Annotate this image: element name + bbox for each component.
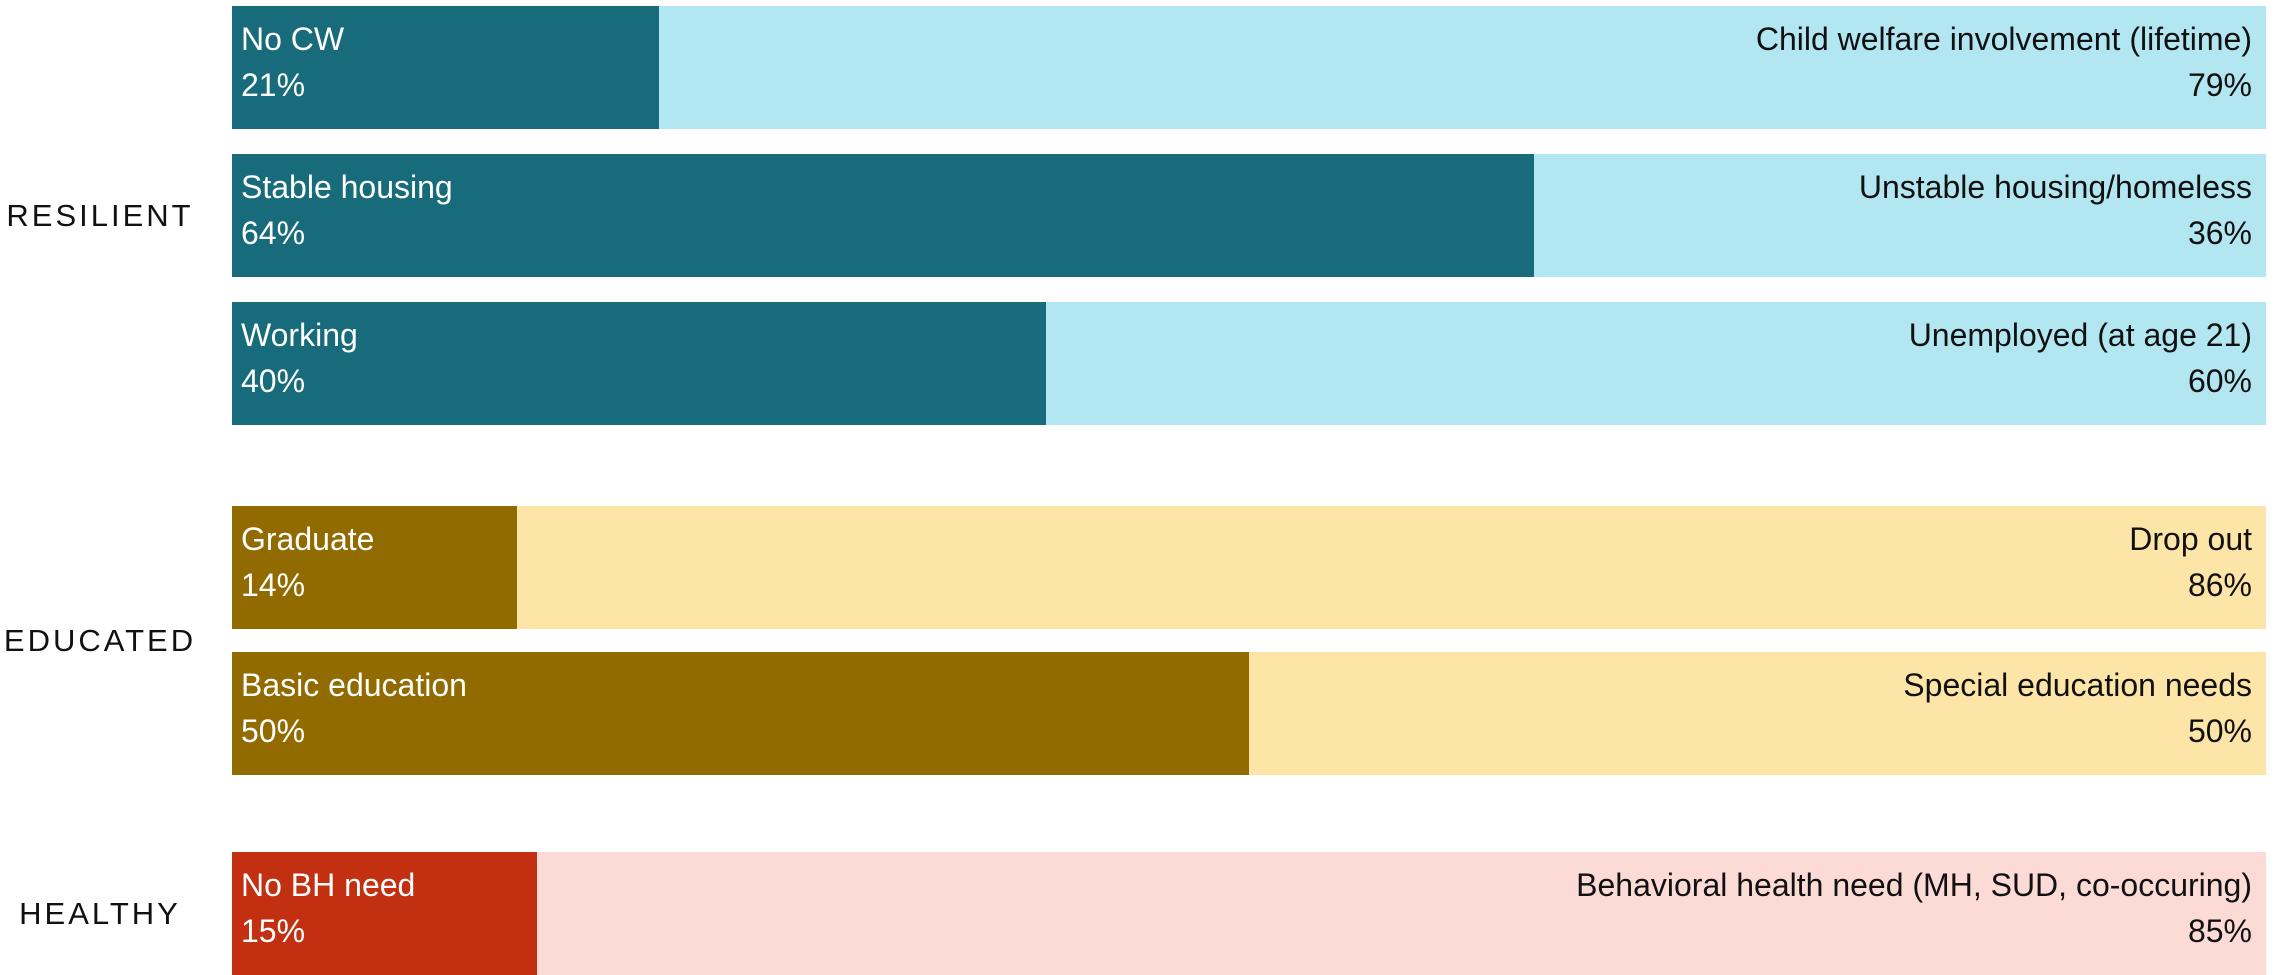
right-category-label: Special education needs [1903,667,2252,703]
right-value-label: 86% [2187,567,2252,603]
group-label: RESILIENT [6,197,194,233]
bar-segment-right [659,6,2266,129]
bar-row: No BH need 15% Behavioral health need (MH,… [232,852,2266,975]
group-label: EDUCATED [3,622,197,658]
bar-segment-left [232,506,517,629]
right-value-label: 79% [2187,67,2252,103]
right-category-label: Drop out [2129,521,2252,557]
bar-segment-right [1534,154,2266,277]
right-value-label: 50% [2187,713,2252,749]
left-category-label: Stable housing [241,169,453,205]
bar-segment-left [232,302,1046,425]
left-value-label: 40% [241,363,306,399]
bar-row: Working 40% Unemployed (at age 21) 60% [232,302,2266,425]
right-category-label: Behavioral health need (MH, SUD, co-occu… [1576,867,2252,903]
bar-row: Graduate 14% Drop out 86% [232,506,2266,629]
left-category-label: Basic education [241,667,467,703]
right-value-label: 60% [2187,363,2252,399]
bar-segment-left [232,852,537,975]
bar-segment-left [232,154,1534,277]
bar-segment-right [537,852,2266,975]
left-category-label: Graduate [241,521,375,557]
left-category-label: No BH need [241,867,416,903]
bar-segment-right [517,506,2266,629]
bar-row: Basic education 50% Special education need… [232,652,2266,775]
right-value-label: 85% [2187,913,2252,949]
right-category-label: Unemployed (at age 21) [1908,317,2252,353]
right-category-label: Unstable housing/homeless [1858,169,2252,205]
left-value-label: 64% [241,215,306,251]
left-category-label: Working [241,317,358,353]
left-value-label: 21% [241,67,306,103]
bar-segment-right [1249,652,2266,775]
right-value-label: 36% [2187,215,2252,251]
bar-row: No CW 21% Child welfare involvement (lifet… [232,6,2266,129]
bar-segment-left [232,6,659,129]
group-label: HEALTHY [19,895,181,931]
bar-row: Stable housing 64% Unstable housing/homele… [232,154,2266,277]
left-value-label: 14% [241,567,306,603]
left-value-label: 15% [241,913,306,949]
left-value-label: 50% [241,713,306,749]
right-category-label: Child welfare involvement (lifetime) [1755,21,2252,57]
bar-segment-left [232,652,1249,775]
bar-segment-right [1046,302,2266,425]
left-category-label: No CW [241,21,345,57]
